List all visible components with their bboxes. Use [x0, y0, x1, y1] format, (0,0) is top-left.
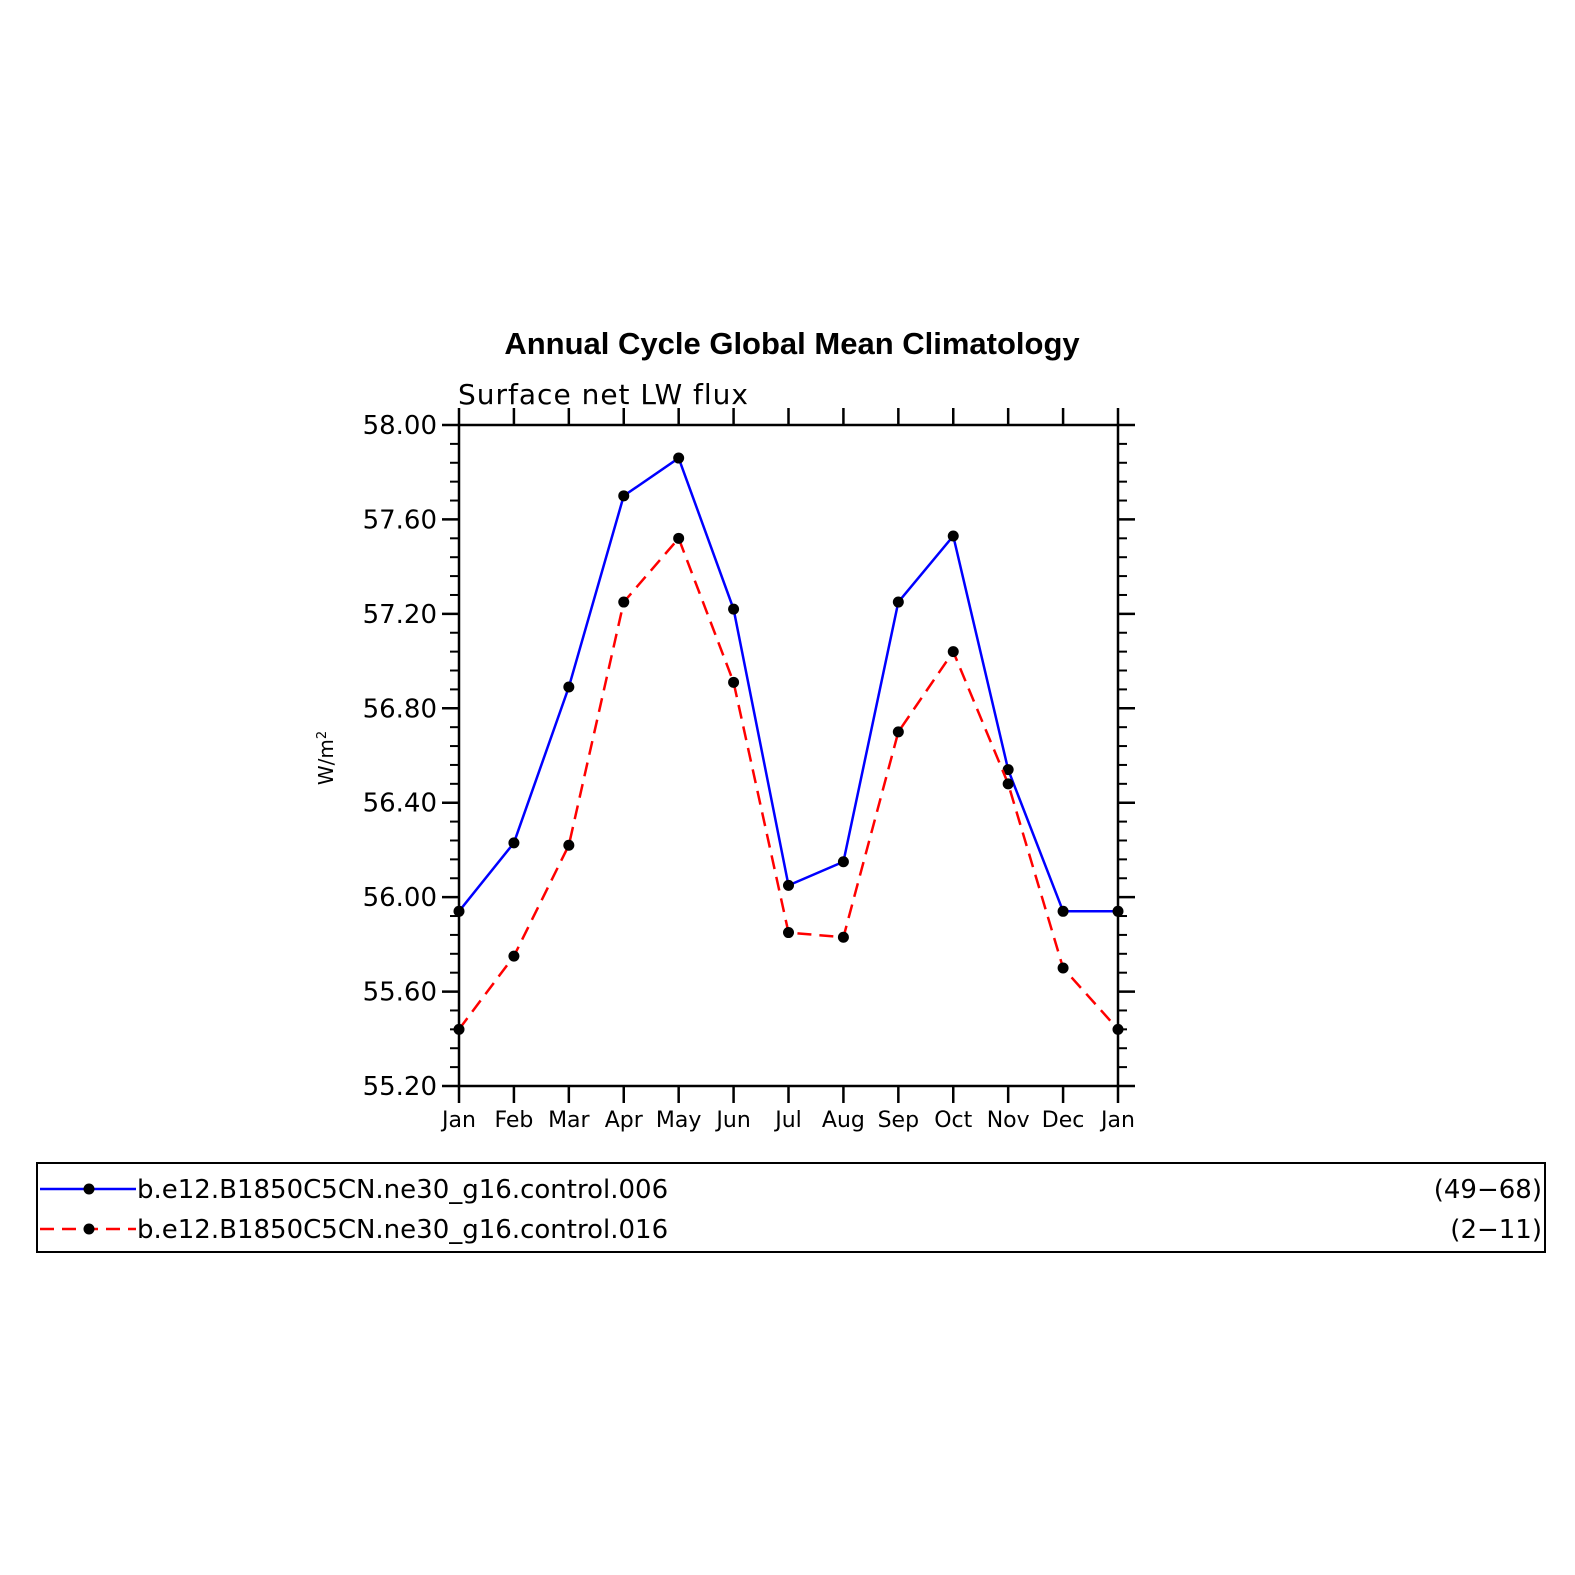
legend-series-period: (49−68): [1434, 1175, 1542, 1205]
series-2-point: [1002, 778, 1014, 790]
series-2-point: [1112, 1023, 1124, 1035]
y-tick-label: 55.60: [363, 978, 437, 1008]
x-tick-label: Aug: [822, 1108, 865, 1133]
plot-axes: 55.20 55.60 56.00 56.40 56.80 57.20 57.60 58.00…: [363, 408, 1135, 1133]
series-1-point: [453, 905, 465, 917]
x-tick-label: Apr: [605, 1108, 644, 1133]
series-1-point: [563, 681, 575, 693]
series-2-point: [728, 676, 740, 688]
x-tick-label: Nov: [987, 1108, 1030, 1133]
series-2-point: [563, 839, 575, 851]
series-2-point: [1057, 962, 1069, 974]
series-1-point: [947, 530, 959, 542]
series-1-point: [783, 879, 794, 891]
chart-subtitle: Surface net LW flux: [458, 378, 749, 411]
legend-series-period: (2−11): [1450, 1215, 1542, 1245]
series-2-point: [783, 927, 794, 939]
y-tick-label: 56.80: [363, 694, 437, 724]
series-1-point: [1112, 905, 1124, 917]
series-1-point: [1002, 764, 1014, 776]
x-tick-label: Jan: [1099, 1108, 1135, 1133]
legend-marker: [83, 1223, 95, 1235]
x-tick-label: May: [656, 1108, 701, 1133]
series-2-point: [837, 931, 849, 943]
y-axis-label: W/m2: [314, 731, 338, 785]
series-layer: [453, 452, 1124, 1035]
series-2-point: [673, 532, 685, 544]
series-1-point: [728, 603, 740, 615]
series-1-point: [1057, 905, 1069, 917]
x-tick-label: Sep: [878, 1108, 919, 1133]
series-1-point: [673, 452, 685, 464]
legend: b.e12.B1850C5CN.ne30_g16.control.006 (49−…: [36, 1162, 1546, 1253]
legend-marker: [83, 1183, 95, 1195]
y-tick-label: 58.00: [363, 411, 437, 441]
series-1-point: [837, 856, 849, 868]
series-1-point: [892, 596, 904, 608]
series-1-point: [618, 490, 630, 502]
x-tick-label: Oct: [934, 1108, 972, 1133]
x-tick-label: Jan: [440, 1108, 476, 1133]
x-tick-label: Feb: [494, 1108, 533, 1133]
y-tick-label: 56.40: [363, 789, 437, 819]
legend-box: [36, 1162, 1546, 1253]
y-tick-label: 55.20: [363, 1072, 437, 1102]
series-2-point: [892, 726, 904, 738]
series-2-point: [508, 950, 520, 962]
series-2-point: [947, 646, 959, 658]
y-tick-label: 57.20: [363, 600, 437, 630]
plot-frame: [457, 423, 1120, 1088]
series-2-point: [453, 1023, 465, 1035]
x-tick-label: Mar: [548, 1108, 590, 1133]
x-tick-label: Jul: [773, 1108, 802, 1133]
series-1-point: [508, 837, 520, 849]
x-tick-label: Dec: [1042, 1108, 1085, 1133]
y-tick-label: 56.00: [363, 883, 437, 913]
series-line-2: [458, 535, 1119, 1031]
chart-title: Annual Cycle Global Mean Climatology: [504, 326, 1080, 361]
y-tick-label: 57.60: [363, 505, 437, 535]
series-2-point: [618, 596, 630, 608]
legend-series-name: b.e12.B1850C5CN.ne30_g16.control.006: [137, 1175, 668, 1205]
x-tick-label: Jun: [714, 1108, 750, 1133]
series-line-1: [458, 456, 1118, 913]
legend-series-name: b.e12.B1850C5CN.ne30_g16.control.016: [137, 1215, 668, 1245]
